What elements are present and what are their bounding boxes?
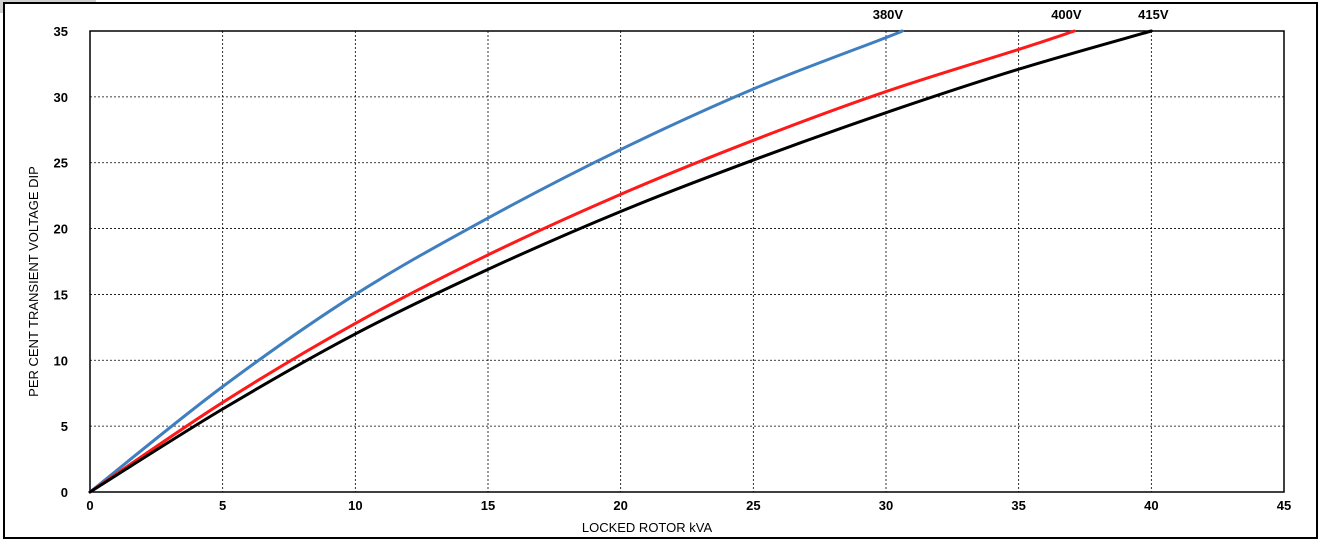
grid <box>90 31 1284 492</box>
series-label-415v: 415V <box>1138 7 1169 22</box>
x-tick-label: 20 <box>613 498 627 513</box>
y-axis-title: PER CENT TRANSIENT VOLTAGE DIP <box>26 166 41 397</box>
tick-labels: 0 5 10 15 20 25 30 35 40 45 0 5 10 15 20 25 30 35 <box>54 24 1292 513</box>
x-tick-label: 0 <box>86 498 93 513</box>
x-tick-label: 30 <box>879 498 893 513</box>
y-tick-label: 20 <box>54 222 68 237</box>
x-tick-label: 25 <box>746 498 760 513</box>
x-tick-label: 45 <box>1277 498 1291 513</box>
y-tick-label: 25 <box>54 156 68 171</box>
y-tick-label: 35 <box>54 24 68 39</box>
y-tick-label: 15 <box>54 287 68 302</box>
x-tick-label: 40 <box>1144 498 1158 513</box>
y-tick-label: 0 <box>61 485 68 500</box>
series-label-380v: 380V <box>873 7 904 22</box>
series-line-415v <box>88 29 1153 494</box>
x-axis-title: LOCKED ROTOR kVA <box>582 520 713 535</box>
series-label-400v: 400V <box>1051 7 1082 22</box>
x-tick-label: 15 <box>481 498 495 513</box>
plot-area-border <box>89 30 1285 493</box>
chart-frame <box>3 2 1318 539</box>
series-line-380v <box>88 29 904 494</box>
series-labels: 380V 400V 415V <box>873 7 1169 22</box>
y-tick-label: 30 <box>54 90 68 105</box>
x-tick-label: 5 <box>219 498 226 513</box>
x-tick-label: 10 <box>348 498 362 513</box>
series-line-400v <box>88 29 1076 494</box>
y-tick-label: 5 <box>61 419 68 434</box>
series-lines <box>88 29 1153 494</box>
x-tick-label: 35 <box>1011 498 1025 513</box>
y-tick-label: 10 <box>54 353 68 368</box>
